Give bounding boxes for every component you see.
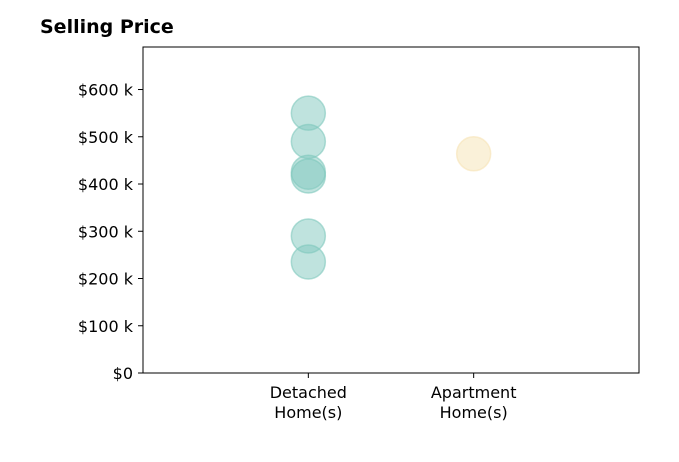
data-point-0-3 bbox=[290, 158, 327, 194]
y-tick-label-2: $200 k bbox=[78, 270, 134, 289]
y-tick-label-0: $0 bbox=[113, 364, 133, 383]
plot-frame bbox=[142, 46, 640, 374]
y-tick-label-1: $100 k bbox=[78, 317, 134, 336]
y-axis: $0 $100 k $200 k $300 k $400 k $500 k $600 k bbox=[78, 81, 143, 383]
data-point-0-5 bbox=[290, 244, 327, 280]
x-tick-label-0: Detached Home(s) bbox=[270, 383, 347, 422]
x-tick-label-1: Apartment Home(s) bbox=[431, 383, 517, 422]
y-tick-label-3: $300 k bbox=[78, 222, 134, 241]
data-point-1-0 bbox=[455, 136, 492, 172]
x-axis: Detached Home(s) Apartment Home(s) bbox=[270, 373, 517, 422]
y-tick-label-6: $600 k bbox=[78, 81, 134, 100]
data-points bbox=[290, 95, 492, 280]
data-point-0-1 bbox=[290, 123, 327, 160]
chart-title: Selling Price bbox=[40, 16, 174, 38]
y-tick-label-5: $500 k bbox=[78, 128, 134, 147]
y-tick-label-4: $400 k bbox=[78, 175, 134, 194]
